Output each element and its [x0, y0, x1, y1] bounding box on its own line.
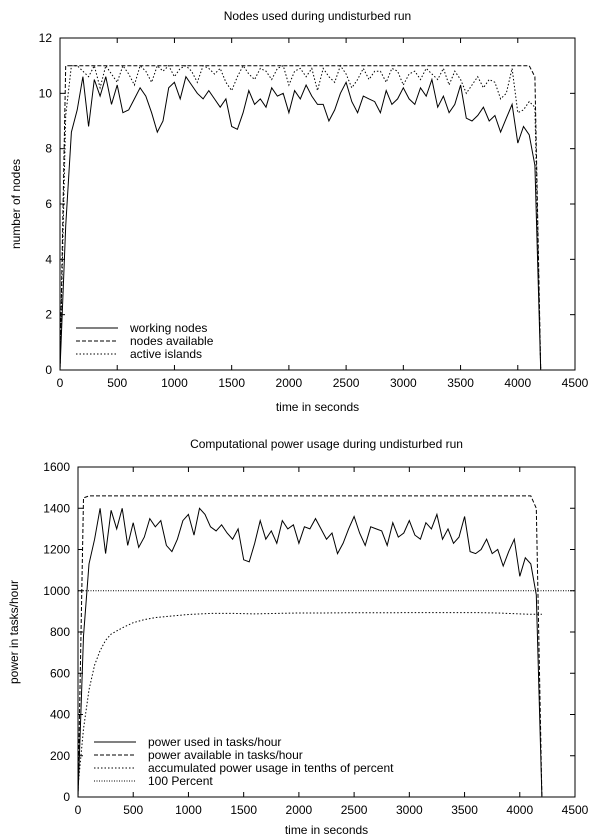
y-tick-label: 1200 — [43, 543, 70, 557]
x-tick-label: 3500 — [451, 803, 478, 817]
series-line-power-used-in-tasks-hour — [77, 507, 543, 798]
x-tick-label: 3000 — [390, 376, 417, 390]
x-tick-label: 3500 — [447, 376, 474, 390]
y-tick-label: 6 — [45, 197, 52, 211]
x-tick-label: 4500 — [562, 803, 589, 817]
x-tick-label: 4500 — [562, 376, 589, 390]
x-tick-label: 1000 — [175, 803, 202, 817]
x-tick-label: 3000 — [396, 803, 423, 817]
power-chart: Computational power usage during undistu… — [7, 437, 589, 837]
x-tick-label: 500 — [123, 803, 143, 817]
y-tick-label: 400 — [50, 708, 70, 722]
y-tick-label: 2 — [45, 308, 52, 322]
legend-label: working nodes — [129, 321, 207, 335]
x-tick-label: 0 — [57, 376, 64, 390]
chart-title: Nodes used during undisturbed run — [224, 9, 411, 23]
x-tick-label: 4000 — [504, 376, 531, 390]
legend-label: power available in tasks/hour — [148, 748, 303, 762]
legend-label: nodes available — [130, 334, 214, 348]
legend-label: active islands — [130, 347, 202, 361]
x-tick-label: 1500 — [230, 803, 257, 817]
y-axis-label: number of nodes — [9, 159, 23, 249]
x-tick-label: 500 — [107, 376, 127, 390]
x-axis-label: time in seconds — [285, 823, 368, 837]
x-tick-label: 1000 — [161, 376, 188, 390]
series-line-accumulated-power-usage-in-tenths-of-percent — [77, 612, 542, 787]
x-axis-label: time in seconds — [276, 400, 359, 414]
y-tick-label: 0 — [63, 790, 70, 804]
y-tick-label: 800 — [50, 625, 70, 639]
y-tick-label: 1600 — [43, 460, 70, 474]
y-tick-label: 1400 — [43, 501, 70, 515]
y-tick-label: 10 — [39, 86, 53, 100]
y-tick-label: 0 — [45, 363, 52, 377]
series-line-active-islands — [59, 64, 542, 371]
series-line-working-nodes — [59, 75, 542, 371]
x-tick-label: 4000 — [506, 803, 533, 817]
series-line-power-available-in-tasks-hour — [77, 495, 543, 798]
chart-title: Computational power usage during undistu… — [190, 437, 463, 451]
y-tick-label: 600 — [50, 666, 70, 680]
x-tick-label: 0 — [75, 803, 82, 817]
legend-label: accumulated power usage in tenths of per… — [148, 761, 394, 775]
y-tick-label: 200 — [50, 749, 70, 763]
y-tick-label: 12 — [39, 31, 53, 45]
y-tick-label: 8 — [45, 142, 52, 156]
x-tick-label: 2500 — [341, 803, 368, 817]
y-tick-label: 1000 — [43, 584, 70, 598]
y-tick-label: 4 — [45, 252, 52, 266]
x-tick-label: 2000 — [286, 803, 313, 817]
y-axis-label: power in tasks/hour — [7, 580, 21, 684]
x-tick-label: 2500 — [333, 376, 360, 390]
legend-label: power used in tasks/hour — [148, 735, 281, 749]
x-tick-label: 2000 — [276, 376, 303, 390]
x-tick-label: 1500 — [218, 376, 245, 390]
legend-label: 100 Percent — [148, 774, 213, 788]
series-line-nodes-available — [59, 65, 542, 371]
